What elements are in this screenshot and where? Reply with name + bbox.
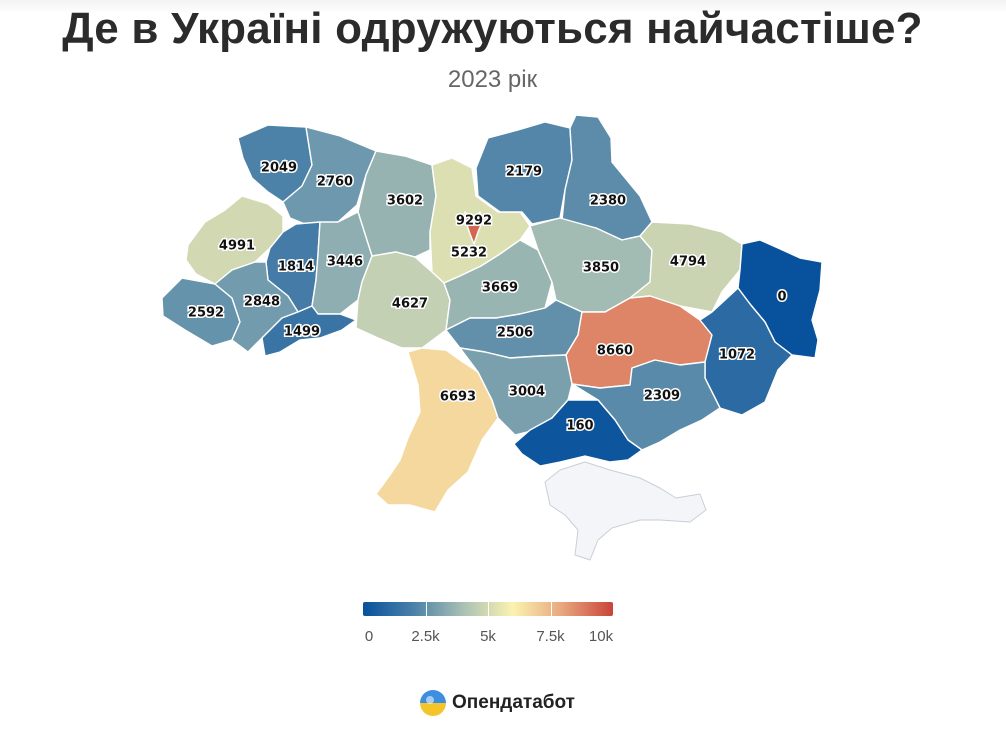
region-label-kharkiv: 4794: [670, 255, 706, 270]
region-label-lviv: 4991: [219, 239, 255, 254]
legend-tick-label: 10k: [588, 628, 614, 645]
region-zhytomyr[interactable]: [357, 150, 437, 258]
region-kharkiv[interactable]: [629, 221, 743, 313]
region-label-vinnytsia: 4627: [392, 297, 428, 312]
region-label-kherson: 160: [566, 419, 593, 434]
region-crimea[interactable]: [544, 461, 707, 561]
region-label-dnipropetrovsk: 8660: [597, 344, 633, 359]
legend-tick-label: 2.5k: [411, 628, 440, 645]
legend-tick-mark: [550, 602, 552, 616]
region-vinnytsia[interactable]: [355, 251, 451, 349]
region-label-cherkasy: 3669: [482, 281, 518, 296]
region-label-khmelnytskyi: 3446: [327, 255, 363, 270]
region-label-kyiv-oblast: 5232: [451, 246, 487, 261]
legend-tick-label: 5k: [480, 628, 496, 645]
labels-layer: 2049 2760 3602 5232 9292 2179 2380 4991 1814 3446…: [186, 159, 788, 435]
region-label-chernivtsi: 1499: [284, 325, 320, 340]
brand-name: Опендатабот: [452, 692, 575, 713]
chart-subtitle: 2023 рік: [447, 66, 538, 93]
region-label-kirovohrad: 2506: [497, 326, 533, 341]
region-kherson[interactable]: [513, 399, 643, 467]
region-label-volyn: 2049: [261, 161, 297, 176]
legend-tick-mark: [425, 602, 427, 616]
region-label-ivano-frankivsk: 2848: [244, 295, 280, 310]
legend-tick-label: 7.5k: [536, 628, 565, 645]
brand: Опендатабот: [420, 688, 575, 718]
region-label-odesa: 6693: [440, 390, 476, 405]
regions-layer: [161, 114, 823, 561]
region-label-ternopil: 1814: [278, 260, 314, 275]
region-khmelnytskyi[interactable]: [311, 211, 373, 315]
region-label-sumy: 2380: [590, 194, 626, 209]
legend-tick-label: 0: [364, 628, 374, 645]
region-kyiv-city[interactable]: [464, 211, 484, 245]
region-sumy[interactable]: [561, 114, 653, 241]
region-label-kyiv-city: 9292: [456, 214, 492, 229]
region-label-poltava: 3850: [583, 261, 619, 276]
region-label-chernihiv: 2179: [506, 165, 542, 180]
region-odesa[interactable]: [375, 347, 499, 513]
chart-title: Де в Україні одружуються найчастіше?: [62, 4, 923, 53]
region-label-zaporizhzhia: 2309: [644, 389, 680, 404]
region-label-rivne: 2760: [317, 175, 353, 190]
region-label-donetsk: 1072: [719, 348, 755, 363]
opendatabot-logo-icon: [420, 690, 446, 716]
region-chernivtsi[interactable]: [261, 305, 357, 357]
region-label-zhytomyr: 3602: [387, 194, 423, 209]
region-label-mykolaiv: 3004: [509, 385, 545, 400]
region-label-luhansk: 0: [777, 290, 786, 305]
legend-tick-mark: [488, 602, 489, 616]
top-strip: [0, 0, 1006, 14]
region-label-zakarpattia: 2592: [188, 306, 224, 321]
